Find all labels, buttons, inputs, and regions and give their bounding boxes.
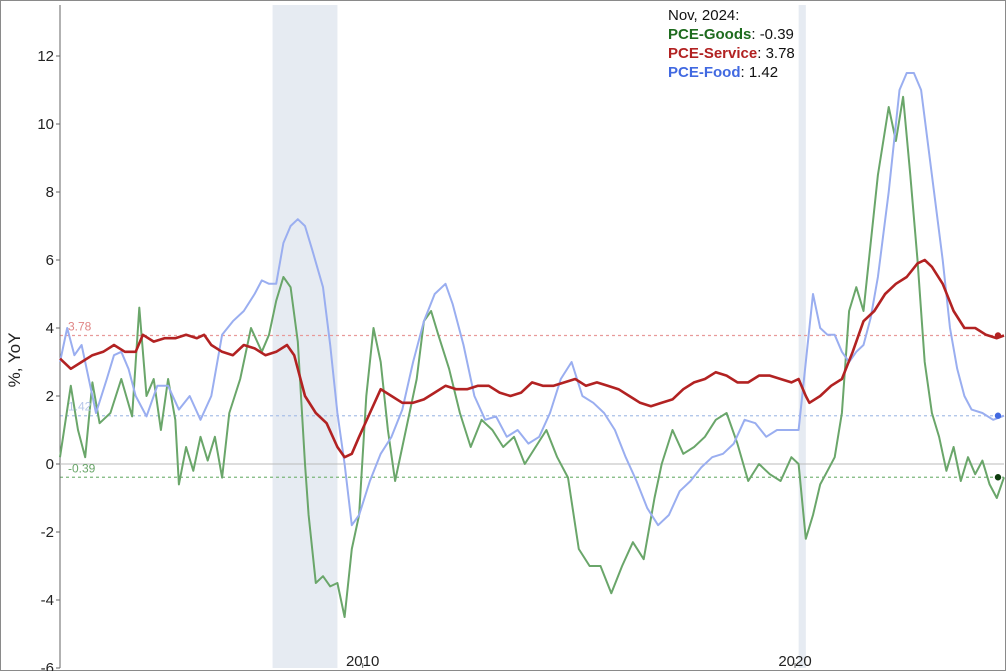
legend-food-name: PCE-Food	[668, 64, 741, 81]
x-tick-label: 2010	[346, 653, 379, 670]
y-tick-label: 8	[46, 184, 54, 201]
legend-title: Nov, 2024:	[668, 7, 739, 24]
y-tick-label: 4	[46, 320, 54, 337]
y-tick-label: 0	[46, 456, 54, 473]
y-tick-label: 12	[37, 48, 54, 65]
latest-point-pce-service	[994, 332, 1002, 339]
y-axis-label: %, YoY	[5, 333, 24, 388]
x-tick-label: 2020	[778, 653, 811, 670]
legend-entry-food: PCE-Food: 1.42	[668, 64, 778, 81]
latest-point-pce-food	[994, 412, 1002, 419]
axes: -6 -4 -2 0 2 4 6 8 10 12 2010 2020	[37, 5, 1004, 671]
legend-service-name: PCE-Service	[668, 45, 757, 62]
legend-entry-service: PCE-Service: 3.78	[668, 45, 795, 62]
series-line-pce-goods	[59, 95, 1005, 618]
legend-goods-name: PCE-Goods	[668, 26, 751, 43]
y-tick-label: -2	[41, 524, 54, 541]
latest-value-label: 3.78	[68, 319, 92, 333]
y-tick-label: -4	[41, 592, 54, 609]
reference-lines	[60, 334, 1004, 478]
latest-value-labels: 3.78 1.42 -0.39	[68, 319, 96, 475]
legend-goods-value: -0.39	[760, 26, 794, 43]
recession-band-1	[798, 5, 806, 668]
series-lines	[59, 72, 1005, 618]
recession-bands	[272, 5, 806, 668]
legend-entry-goods: PCE-Goods: -0.39	[668, 26, 794, 43]
y-tick-label: 6	[46, 252, 54, 269]
latest-markers	[994, 332, 1002, 481]
latest-value-label: -0.39	[68, 461, 96, 475]
legend-service-value: 3.78	[766, 45, 795, 62]
series-line-pce-service	[59, 258, 1005, 459]
legend-food-value: 1.42	[749, 64, 778, 81]
latest-point-pce-goods	[994, 474, 1002, 481]
y-tick-label: 2	[46, 388, 54, 405]
y-tick-label: -6	[41, 660, 54, 671]
legend: Nov, 2024: PCE-Goods: -0.39 PCE-Service:…	[668, 7, 795, 81]
latest-value-label: 1.42	[68, 400, 92, 414]
y-tick-label: 10	[37, 116, 54, 133]
series-line-pce-food	[59, 72, 1005, 527]
recession-band-0	[272, 5, 338, 668]
